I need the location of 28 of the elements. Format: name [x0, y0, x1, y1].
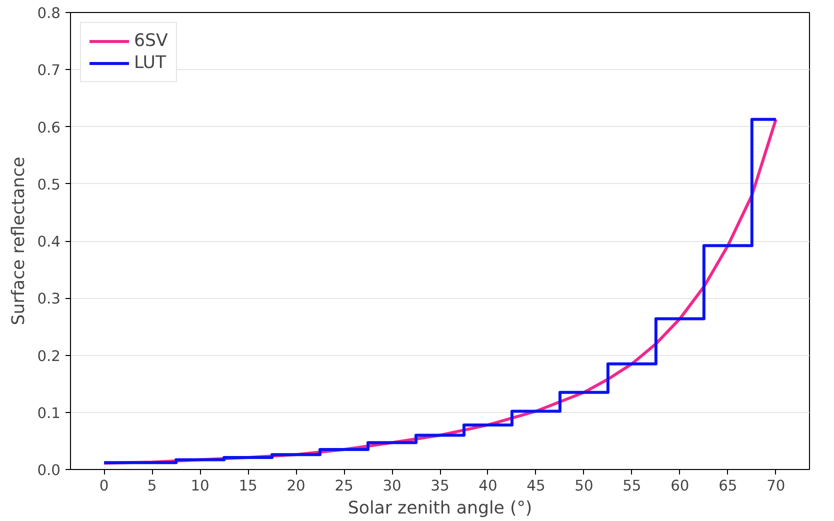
x-tick-label: 30: [382, 478, 402, 494]
x-tick-label: 60: [670, 478, 690, 494]
x-tick-label: 45: [526, 478, 546, 494]
y-tick-label: 0.2: [37, 348, 61, 365]
y-tick-label: 0.4: [37, 234, 61, 250]
x-tick-label: 10: [190, 478, 210, 494]
y-tick-label: 0.5: [37, 176, 61, 194]
legend-label: 6SV: [134, 31, 168, 51]
x-tick-label: 35: [430, 478, 450, 494]
x-tick-label: 65: [718, 478, 738, 494]
y-tick-label: 0.8: [37, 5, 61, 22]
y-tick-label: 0.7: [37, 62, 61, 80]
x-tick-label: 25: [334, 478, 354, 494]
x-tick-label: 50: [574, 478, 594, 494]
y-tick-label: 0.1: [37, 404, 61, 422]
y-tick-label: 0.3: [37, 290, 61, 308]
y-tick-label: 0.6: [37, 119, 61, 136]
x-tick-label: 0: [99, 478, 109, 494]
x-tick-label: 15: [238, 478, 258, 494]
y-axis-title: Surface reflectance: [9, 156, 30, 326]
legend-label: LUT: [134, 53, 166, 73]
x-tick-label: 5: [147, 478, 157, 494]
x-axis-title: Solar zenith angle (°): [348, 498, 532, 518]
x-tick-label: 20: [286, 478, 306, 494]
y-tick-label: 0.0: [37, 462, 61, 479]
x-tick-label: 70: [766, 478, 786, 494]
x-tick-label: 40: [478, 478, 498, 494]
x-tick-label: 55: [622, 478, 642, 494]
